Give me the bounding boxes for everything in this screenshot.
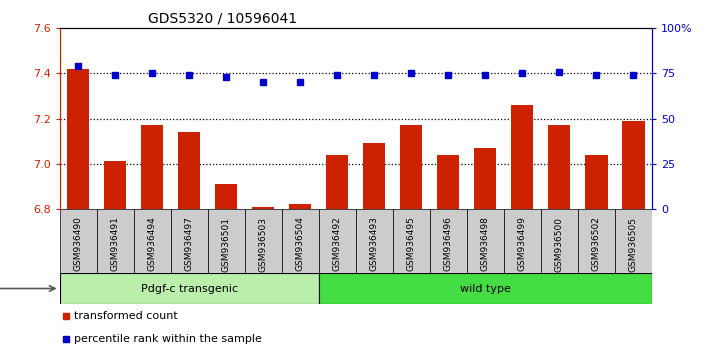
Bar: [60, 209, 97, 273]
Text: GDS5320 / 10596041: GDS5320 / 10596041: [149, 12, 297, 26]
Bar: [252, 207, 274, 209]
Bar: [215, 184, 237, 209]
Bar: [289, 204, 311, 209]
Bar: [282, 209, 319, 273]
Text: GSM936500: GSM936500: [555, 217, 564, 272]
Text: GSM936496: GSM936496: [444, 217, 453, 272]
Bar: [134, 209, 170, 273]
Text: GSM936498: GSM936498: [481, 217, 490, 272]
Text: GSM936499: GSM936499: [518, 217, 527, 272]
Text: GSM936501: GSM936501: [222, 217, 231, 272]
Text: GSM936504: GSM936504: [296, 217, 305, 272]
Bar: [104, 161, 126, 209]
Text: GSM936495: GSM936495: [407, 217, 416, 272]
Text: percentile rank within the sample: percentile rank within the sample: [74, 334, 262, 344]
Bar: [474, 148, 496, 209]
Text: GSM936493: GSM936493: [369, 217, 379, 272]
Text: transformed count: transformed count: [74, 311, 178, 321]
Bar: [67, 69, 89, 209]
Bar: [319, 273, 652, 304]
Bar: [430, 209, 467, 273]
Bar: [511, 105, 533, 209]
Bar: [141, 125, 163, 209]
Bar: [178, 132, 200, 209]
Text: Pdgf-c transgenic: Pdgf-c transgenic: [141, 284, 238, 293]
Text: GSM936497: GSM936497: [184, 217, 193, 272]
Text: GSM936491: GSM936491: [111, 217, 120, 272]
Bar: [504, 209, 541, 273]
Bar: [60, 273, 319, 304]
Bar: [97, 209, 134, 273]
Bar: [622, 121, 644, 209]
Bar: [319, 209, 356, 273]
Bar: [467, 209, 504, 273]
Text: GSM936502: GSM936502: [592, 217, 601, 272]
Text: GSM936494: GSM936494: [148, 217, 156, 271]
Bar: [400, 125, 423, 209]
Text: GSM936503: GSM936503: [259, 217, 268, 272]
Bar: [437, 155, 459, 209]
Bar: [207, 209, 245, 273]
Text: GSM936505: GSM936505: [629, 217, 638, 272]
Bar: [326, 155, 348, 209]
Bar: [245, 209, 282, 273]
Bar: [363, 143, 386, 209]
Text: GSM936492: GSM936492: [333, 217, 342, 271]
Bar: [393, 209, 430, 273]
Bar: [585, 155, 608, 209]
Bar: [578, 209, 615, 273]
Text: wild type: wild type: [460, 284, 511, 293]
Bar: [170, 209, 207, 273]
Bar: [541, 209, 578, 273]
Bar: [548, 125, 571, 209]
Text: GSM936490: GSM936490: [74, 217, 83, 272]
Bar: [615, 209, 652, 273]
Bar: [356, 209, 393, 273]
